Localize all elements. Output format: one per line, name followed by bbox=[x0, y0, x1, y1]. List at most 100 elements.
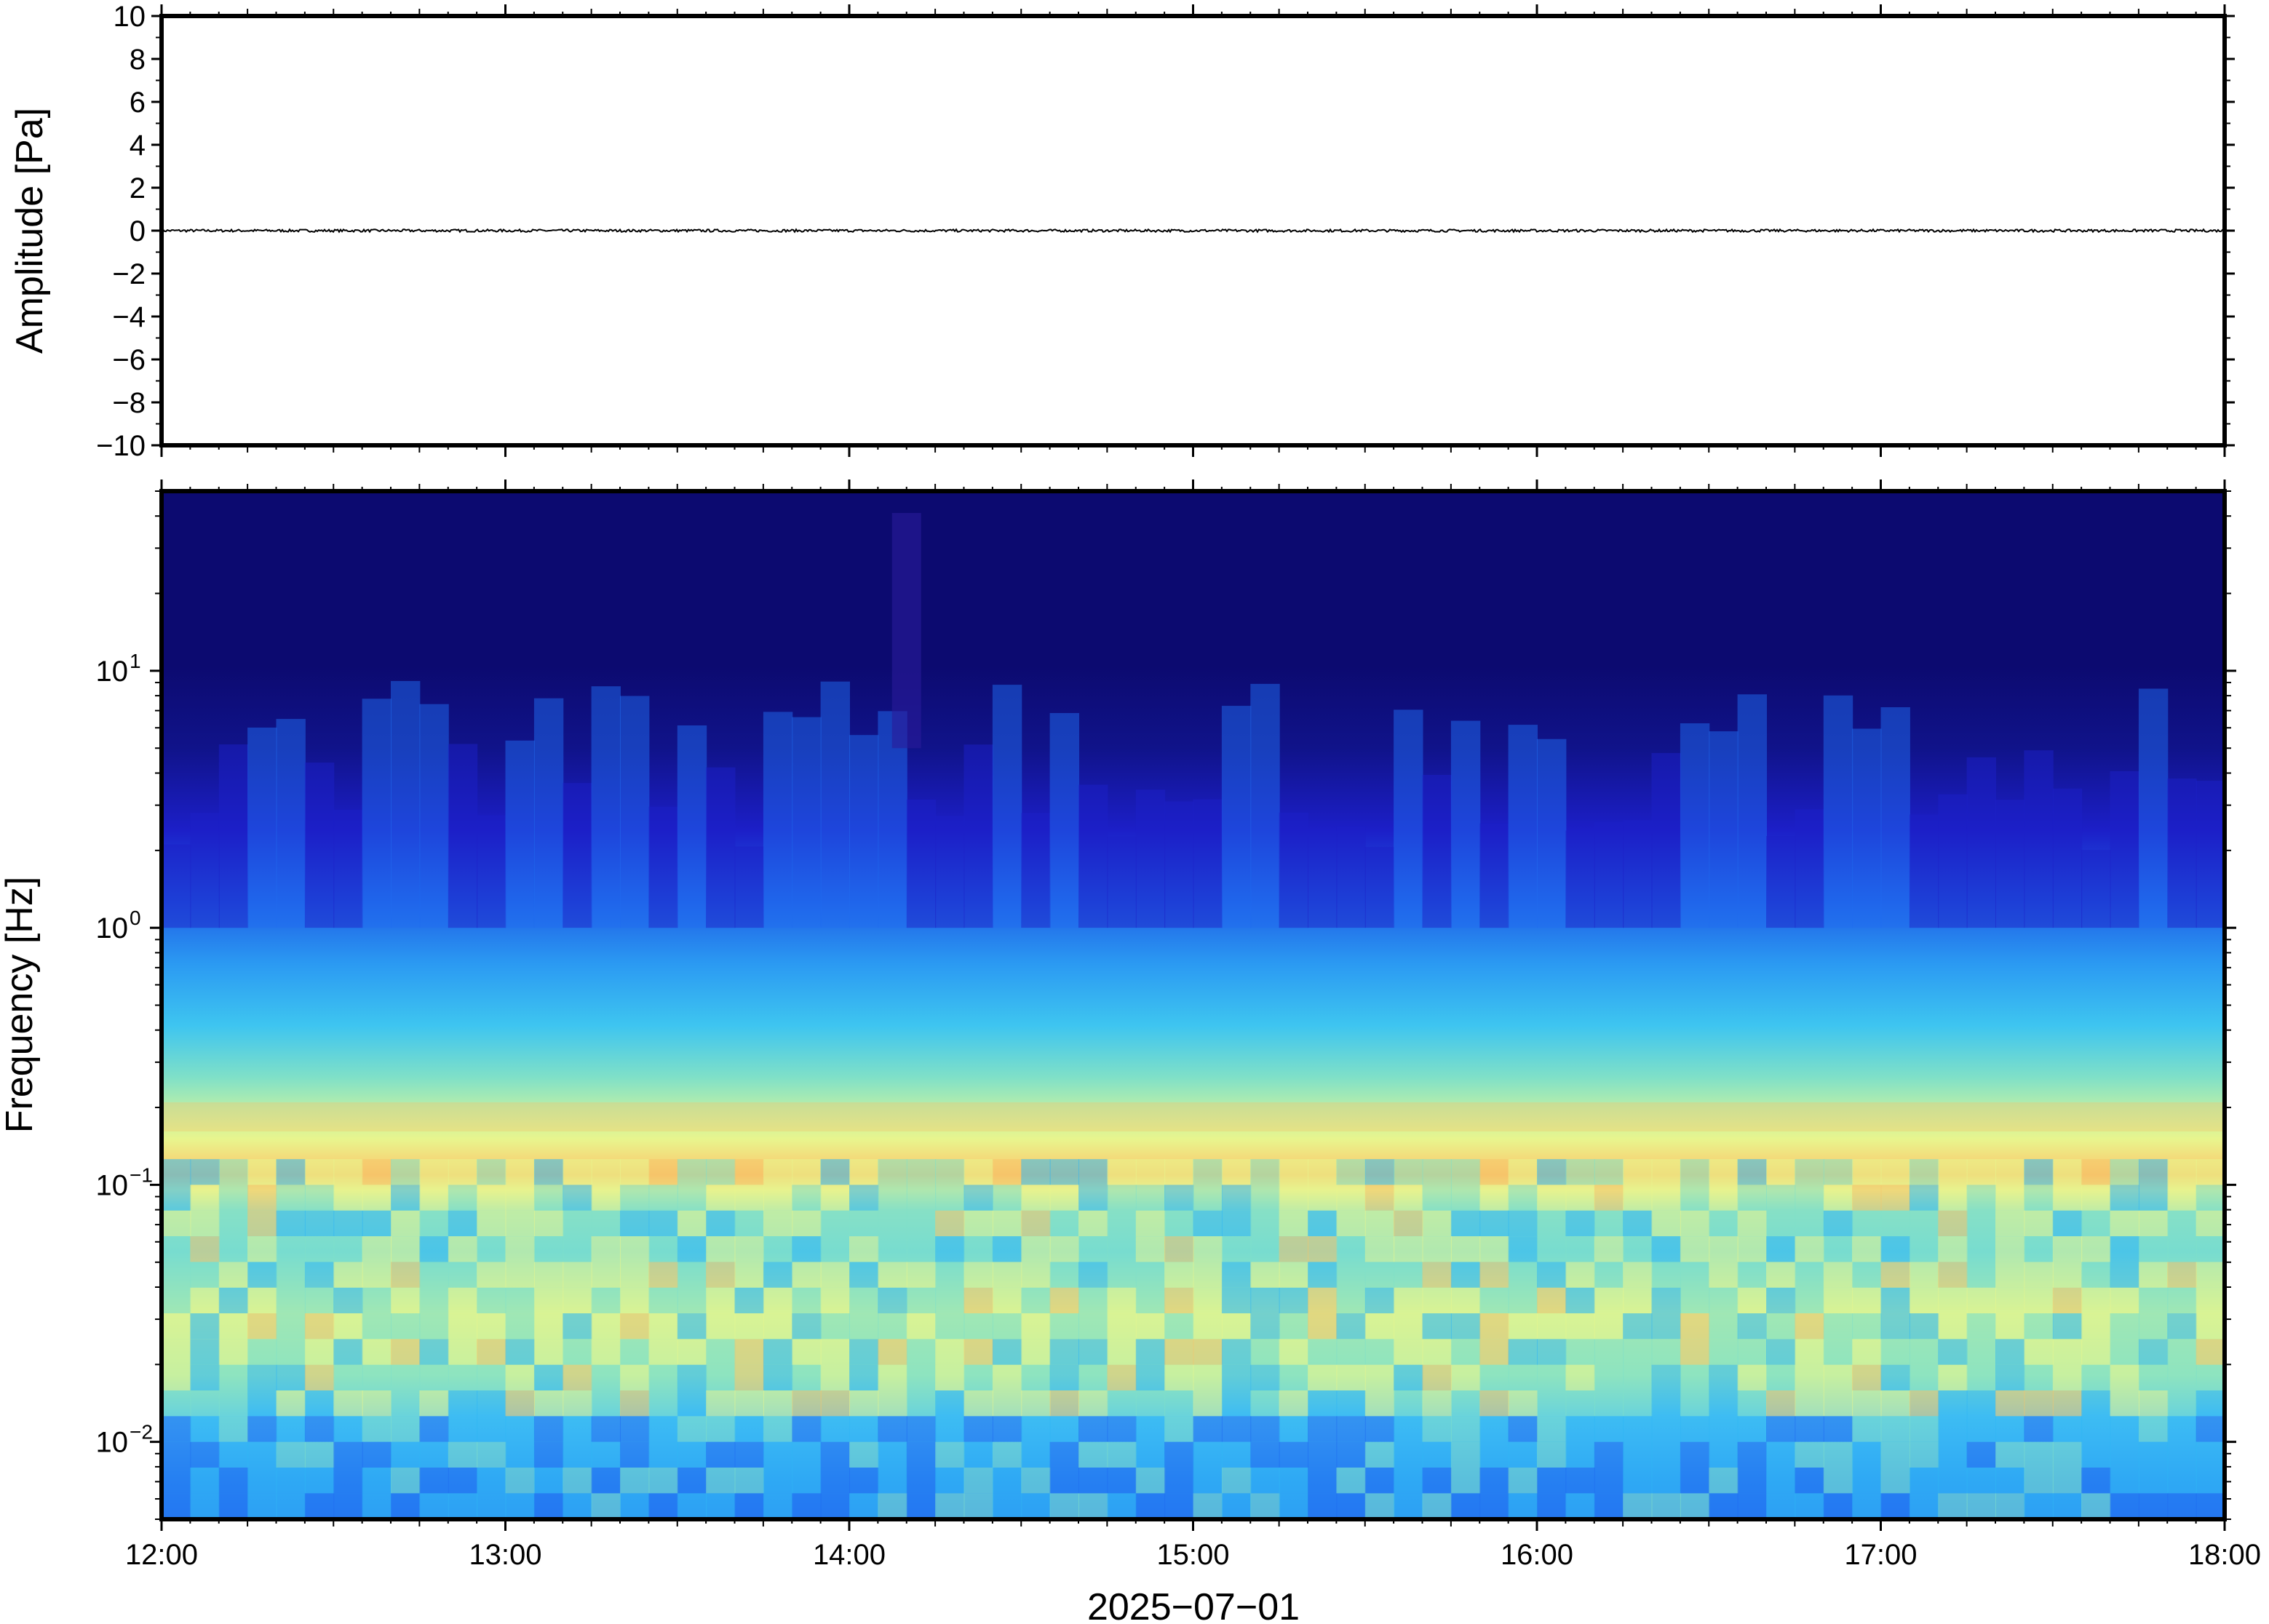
spectrogram-cell bbox=[1623, 820, 1653, 928]
spectrogram-cell bbox=[1623, 1262, 1653, 1288]
spectrogram-cell bbox=[1336, 1236, 1366, 1262]
spectrogram-cell bbox=[677, 725, 707, 928]
spectrogram-cell bbox=[533, 1416, 564, 1442]
spectrogram-cell bbox=[1709, 1468, 1738, 1494]
spectrogram-cell bbox=[448, 1236, 478, 1262]
spectrogram-cell bbox=[448, 1441, 478, 1468]
spectrogram-cell bbox=[2024, 1287, 2054, 1313]
spectrogram-cell bbox=[2138, 1416, 2169, 1442]
waveform-y-axis-title: Amplitude [Pa] bbox=[9, 108, 51, 354]
spectrogram-cell bbox=[935, 1416, 965, 1442]
spectrogram-cell bbox=[1049, 1390, 1079, 1417]
spectrogram-cell bbox=[1995, 1441, 2025, 1468]
spectrogram-cell bbox=[849, 1159, 879, 1185]
spectrogram-cell bbox=[1107, 1287, 1137, 1313]
spectrogram-cell bbox=[648, 1236, 678, 1262]
spectrogram-cell bbox=[1966, 1390, 1996, 1417]
spectrogram-cell bbox=[849, 735, 879, 928]
spectrogram-cell bbox=[963, 1468, 993, 1494]
spectrogram-cell bbox=[1909, 1364, 1939, 1390]
spectrogram-cell bbox=[1135, 1262, 1166, 1288]
spectrogram-cell bbox=[648, 1339, 678, 1365]
spectrogram-cell bbox=[2196, 1441, 2225, 1468]
spectrogram-cell bbox=[1021, 1185, 1051, 1211]
spectrogram-cell bbox=[419, 1313, 449, 1340]
spectrogram-cell bbox=[1966, 1262, 1996, 1288]
spectrogram-cell bbox=[247, 1287, 277, 1313]
spectrogram-cell bbox=[648, 1210, 678, 1236]
spectrogram-cell bbox=[1766, 1262, 1796, 1288]
x-tick-label: 17:00 bbox=[1844, 1539, 1917, 1571]
spectrogram-cell bbox=[878, 1262, 907, 1288]
spectrogram-cell bbox=[1049, 713, 1079, 928]
y-tick-label: −6 bbox=[112, 344, 146, 376]
spectrogram-cell bbox=[2138, 1339, 2169, 1365]
y-tick-label: 10 bbox=[96, 1169, 129, 1201]
spectrogram-cell bbox=[1508, 1287, 1538, 1313]
spectrogram-cell bbox=[190, 1262, 220, 1288]
spectrogram-cell bbox=[963, 1287, 993, 1313]
spectrogram-cell bbox=[1995, 1159, 2025, 1185]
spectrogram-cell bbox=[1336, 1468, 1366, 1494]
spectrogram-cell bbox=[391, 1468, 421, 1494]
spectrogram-cell bbox=[1737, 1159, 1767, 1185]
spectrogram-cell bbox=[1135, 1441, 1166, 1468]
spectrogram-cell bbox=[1078, 1159, 1108, 1185]
spectrogram-cell bbox=[1221, 1262, 1252, 1288]
spectrogram-cell bbox=[1221, 706, 1252, 928]
spectrogram-cell bbox=[304, 1493, 335, 1519]
spectrogram-cell bbox=[792, 1210, 822, 1236]
spectrogram-cell bbox=[1279, 1313, 1308, 1340]
spectrogram-cell bbox=[1651, 1493, 1681, 1519]
y-tick-label: 2 bbox=[130, 172, 146, 204]
spectrogram-cell bbox=[1450, 1210, 1481, 1236]
spectrogram-cell bbox=[1680, 1185, 1710, 1211]
spectrogram-cell bbox=[162, 1313, 191, 1340]
spectrogram-cell bbox=[1823, 1210, 1853, 1236]
x-tick-label: 13:00 bbox=[469, 1539, 541, 1571]
spectrogram-cell bbox=[1995, 1210, 2025, 1236]
spectrogram-cell bbox=[1565, 1185, 1595, 1211]
spectrogram-cell bbox=[1336, 1339, 1366, 1365]
spectrogram-cell bbox=[391, 1236, 421, 1262]
spectrogram-cell bbox=[1852, 1159, 1882, 1185]
spectrogram-cell bbox=[2196, 781, 2225, 928]
spectrogram-cell bbox=[963, 1493, 993, 1519]
spectrogram-cell bbox=[1508, 1468, 1538, 1494]
spectrogram-cell bbox=[1279, 1364, 1308, 1390]
spectrogram-cell bbox=[1594, 1441, 1624, 1468]
y-tick-label: 10 bbox=[96, 656, 129, 688]
spectrogram-cell bbox=[563, 1339, 592, 1365]
spectrogram-cell bbox=[763, 1468, 793, 1494]
spectrogram-cell bbox=[1336, 1390, 1366, 1417]
spectrogram-cell bbox=[1594, 1313, 1624, 1340]
spectrogram-cell bbox=[1565, 1441, 1595, 1468]
spectrogram-cell bbox=[1795, 1159, 1824, 1185]
spectrogram-cell bbox=[333, 1262, 363, 1288]
spectrogram-cell bbox=[1336, 1416, 1366, 1442]
spectrogram-cell bbox=[2110, 1493, 2139, 1519]
spectrogram-cell bbox=[1766, 1236, 1796, 1262]
spectrogram-cell bbox=[304, 1287, 335, 1313]
spectrogram-cell bbox=[1135, 1390, 1166, 1417]
spectrogram-cell bbox=[1880, 1287, 1910, 1313]
y-tick-label: 0 bbox=[130, 215, 146, 247]
spectrogram-cell bbox=[1078, 1287, 1108, 1313]
spectrogram-cell bbox=[218, 1159, 249, 1185]
spectrogram-cell bbox=[1651, 1287, 1681, 1313]
spectrogram-cell bbox=[1823, 695, 1853, 928]
spectrogram-cell bbox=[1049, 1364, 1079, 1390]
spectrogram-cell bbox=[304, 763, 335, 928]
spectrogram-cell bbox=[620, 1339, 650, 1365]
spectrogram-cell bbox=[1880, 1262, 1910, 1288]
spectrogram-cell bbox=[1078, 1210, 1108, 1236]
spectrogram-cell bbox=[2024, 1416, 2054, 1442]
spectrogram-cell bbox=[734, 1441, 764, 1468]
spectrogram-cell bbox=[1680, 1493, 1710, 1519]
spectrogram-cell bbox=[563, 1493, 592, 1519]
spectrogram-cell bbox=[591, 1313, 621, 1340]
spectrogram-cell bbox=[1594, 1210, 1624, 1236]
spectrogram-cell bbox=[1049, 1287, 1079, 1313]
spectrogram-cell bbox=[1938, 1313, 1968, 1340]
spectrogram-cell bbox=[648, 1262, 678, 1288]
